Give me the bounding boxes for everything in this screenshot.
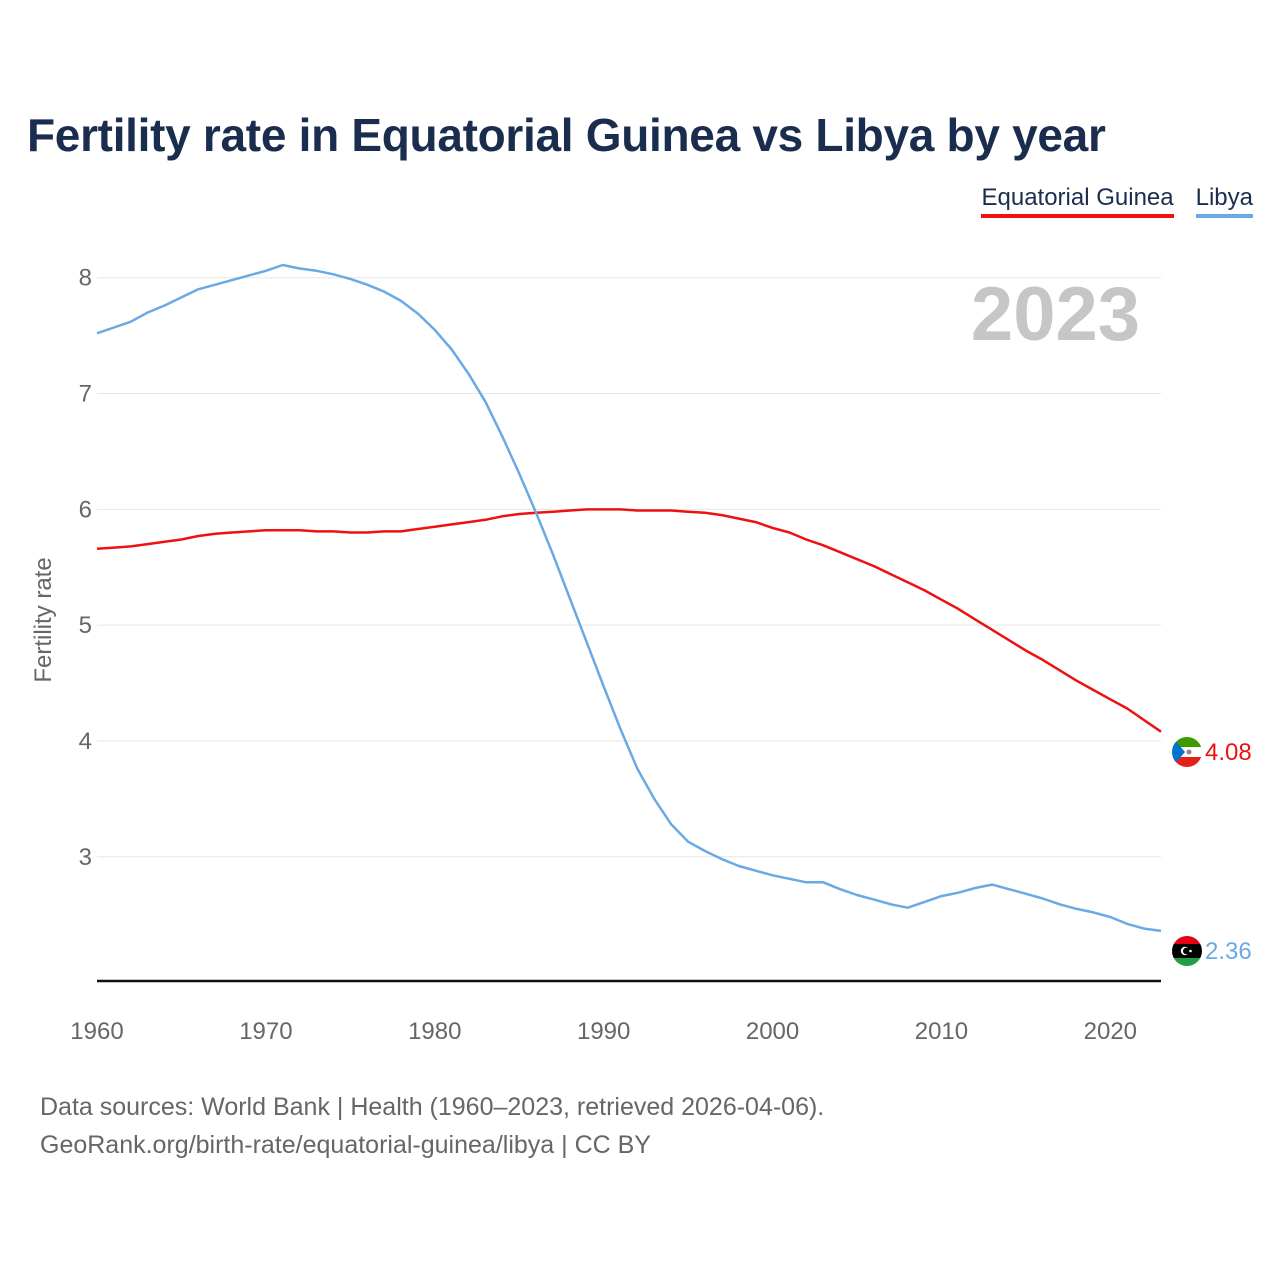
equatorial-guinea-flag-icon (1172, 737, 1202, 767)
x-tick-label: 1960 (70, 1018, 123, 1045)
series-line-libya[interactable] (96, 263, 1162, 933)
legend-item-equatorial-guinea[interactable]: Equatorial Guinea (981, 184, 1174, 218)
year-watermark: 2023 (971, 272, 1140, 357)
x-tick-label: 2010 (915, 1018, 968, 1045)
end-value-label-equatorial-guinea: 4.08 (1205, 739, 1252, 766)
x-axis-ticks: 1960 1970 1980 1990 2000 2010 2020 (70, 1018, 1137, 1045)
legend-item-libya[interactable]: Libya (1195, 184, 1253, 218)
libya-flag-icon (1172, 936, 1202, 966)
grid-lines (97, 277, 1161, 858)
series-line-equatorial-guinea[interactable] (96, 508, 1162, 733)
data-sources: Data sources: World Bank | Health (1960–… (40, 1088, 824, 1164)
source-line: Data sources: World Bank | Health (1960–… (40, 1093, 825, 1121)
y-axis-ticks: 3 4 5 6 7 8 (79, 265, 92, 871)
x-tick-label: 2000 (746, 1018, 799, 1045)
y-tick-label: 6 (79, 496, 92, 523)
y-tick-label: 4 (79, 728, 92, 755)
y-tick-label: 8 (79, 265, 92, 292)
y-tick-label: 7 (79, 381, 92, 408)
source-link[interactable]: GeoRank.org/birth-rate/equatorial-guinea… (40, 1131, 651, 1159)
x-tick-label: 1990 (577, 1018, 630, 1045)
x-tick-label: 2020 (1084, 1018, 1137, 1045)
x-tick-label: 1970 (239, 1018, 292, 1045)
chart-title: Fertility rate in Equatorial Guinea vs L… (27, 109, 1106, 161)
end-value-label-libya: 2.36 (1205, 938, 1252, 965)
x-tick-label: 1980 (408, 1018, 461, 1045)
y-tick-label: 3 (79, 844, 92, 871)
y-axis-label: Fertility rate (30, 557, 57, 682)
legend: Equatorial Guinea Libya (981, 184, 1253, 218)
y-tick-label: 5 (79, 612, 92, 639)
